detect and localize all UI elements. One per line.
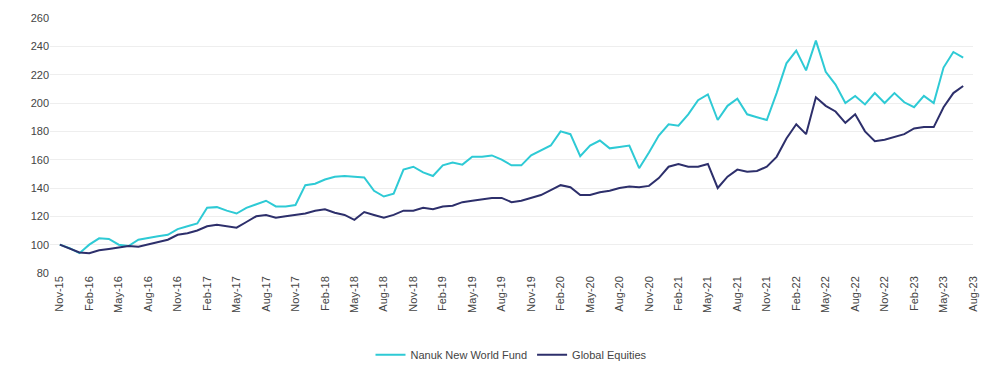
svg-text:May-23: May-23 bbox=[937, 276, 949, 313]
svg-text:80: 80 bbox=[37, 267, 49, 279]
svg-text:Feb-20: Feb-20 bbox=[554, 276, 566, 311]
svg-text:Aug-21: Aug-21 bbox=[731, 276, 743, 311]
svg-text:200: 200 bbox=[31, 97, 49, 109]
svg-text:100: 100 bbox=[31, 239, 49, 251]
svg-text:Nov-22: Nov-22 bbox=[878, 276, 890, 311]
svg-text:160: 160 bbox=[31, 154, 49, 166]
svg-text:May-20: May-20 bbox=[584, 276, 596, 313]
svg-text:Feb-21: Feb-21 bbox=[672, 276, 684, 311]
svg-text:240: 240 bbox=[31, 40, 49, 52]
svg-text:Feb-16: Feb-16 bbox=[83, 276, 95, 311]
svg-text:May-18: May-18 bbox=[348, 276, 360, 313]
svg-text:Nov-17: Nov-17 bbox=[289, 276, 301, 311]
svg-text:Nanuk New World Fund: Nanuk New World Fund bbox=[411, 349, 528, 361]
svg-text:Feb-17: Feb-17 bbox=[201, 276, 213, 311]
svg-text:Nov-19: Nov-19 bbox=[525, 276, 537, 311]
svg-text:Feb-23: Feb-23 bbox=[908, 276, 920, 311]
svg-text:Global Equities: Global Equities bbox=[572, 349, 646, 361]
svg-text:May-21: May-21 bbox=[701, 276, 713, 313]
svg-text:Feb-19: Feb-19 bbox=[436, 276, 448, 311]
svg-text:140: 140 bbox=[31, 182, 49, 194]
svg-text:Nov-16: Nov-16 bbox=[171, 276, 183, 311]
svg-text:Nov-21: Nov-21 bbox=[760, 276, 772, 311]
svg-text:220: 220 bbox=[31, 69, 49, 81]
svg-text:Nov-20: Nov-20 bbox=[643, 276, 655, 311]
svg-text:Aug-19: Aug-19 bbox=[495, 276, 507, 311]
svg-text:Aug-22: Aug-22 bbox=[849, 276, 861, 311]
svg-text:260: 260 bbox=[31, 12, 49, 24]
svg-text:May-16: May-16 bbox=[112, 276, 124, 313]
svg-text:Nov-18: Nov-18 bbox=[407, 276, 419, 311]
svg-text:Nov-15: Nov-15 bbox=[53, 276, 65, 311]
svg-text:Aug-20: Aug-20 bbox=[613, 276, 625, 311]
svg-text:Feb-18: Feb-18 bbox=[319, 276, 331, 311]
svg-text:May-19: May-19 bbox=[466, 276, 478, 313]
svg-text:Aug-16: Aug-16 bbox=[142, 276, 154, 311]
svg-text:May-22: May-22 bbox=[819, 276, 831, 313]
svg-text:Aug-17: Aug-17 bbox=[260, 276, 272, 311]
svg-text:120: 120 bbox=[31, 210, 49, 222]
svg-text:180: 180 bbox=[31, 125, 49, 137]
svg-text:Aug-18: Aug-18 bbox=[377, 276, 389, 311]
svg-text:May-17: May-17 bbox=[230, 276, 242, 313]
svg-text:Aug-23: Aug-23 bbox=[967, 276, 979, 311]
svg-text:Feb-22: Feb-22 bbox=[790, 276, 802, 311]
